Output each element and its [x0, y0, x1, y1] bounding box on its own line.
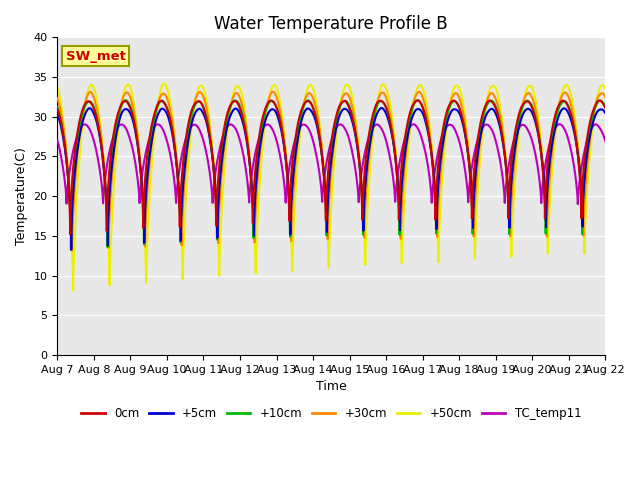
X-axis label: Time: Time: [316, 380, 347, 393]
Y-axis label: Temperature(C): Temperature(C): [15, 147, 28, 245]
Legend: 0cm, +5cm, +10cm, +30cm, +50cm, TC_temp11: 0cm, +5cm, +10cm, +30cm, +50cm, TC_temp1…: [77, 402, 586, 425]
Title: Water Temperature Profile B: Water Temperature Profile B: [214, 15, 448, 33]
Text: SW_met: SW_met: [66, 49, 125, 62]
